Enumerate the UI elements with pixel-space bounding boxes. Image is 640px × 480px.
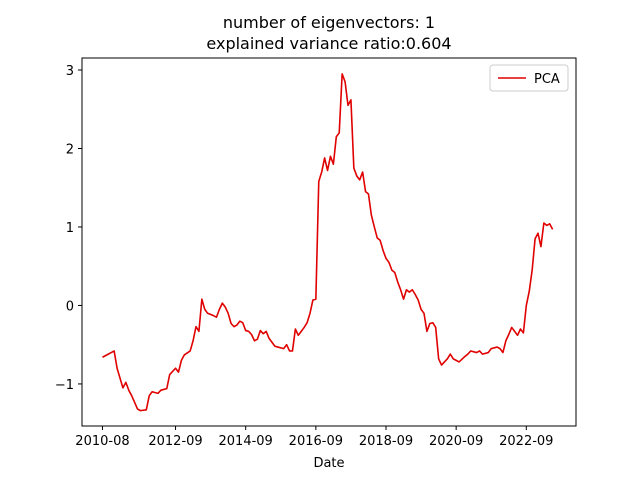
legend-label: PCA	[534, 72, 560, 87]
x-tick-label: 2022-09	[499, 434, 553, 449]
line-series	[102, 73, 554, 412]
x-tick-label: 2018-09	[359, 434, 413, 449]
chart-title: explained variance ratio:0.604	[206, 34, 451, 53]
y-tick-label: 2	[66, 142, 74, 157]
chart-title: number of eigenvectors: 1	[223, 13, 435, 32]
y-tick-label: 0	[66, 299, 74, 314]
x-tick-label: 2020-09	[429, 434, 483, 449]
legend-box	[489, 64, 569, 92]
x-tick-label: 2014-09	[219, 434, 273, 449]
x-axis-label: Date	[313, 456, 344, 471]
x-tick-label: 2010-08	[75, 434, 129, 449]
y-tick-label: 3	[66, 64, 74, 79]
y-tick-label: 1	[66, 221, 74, 236]
axes-frame	[81, 57, 577, 427]
x-tick-label: 2012-09	[148, 434, 202, 449]
y-tick-label: −1	[55, 378, 74, 393]
x-tick-label: 2016-09	[289, 434, 343, 449]
